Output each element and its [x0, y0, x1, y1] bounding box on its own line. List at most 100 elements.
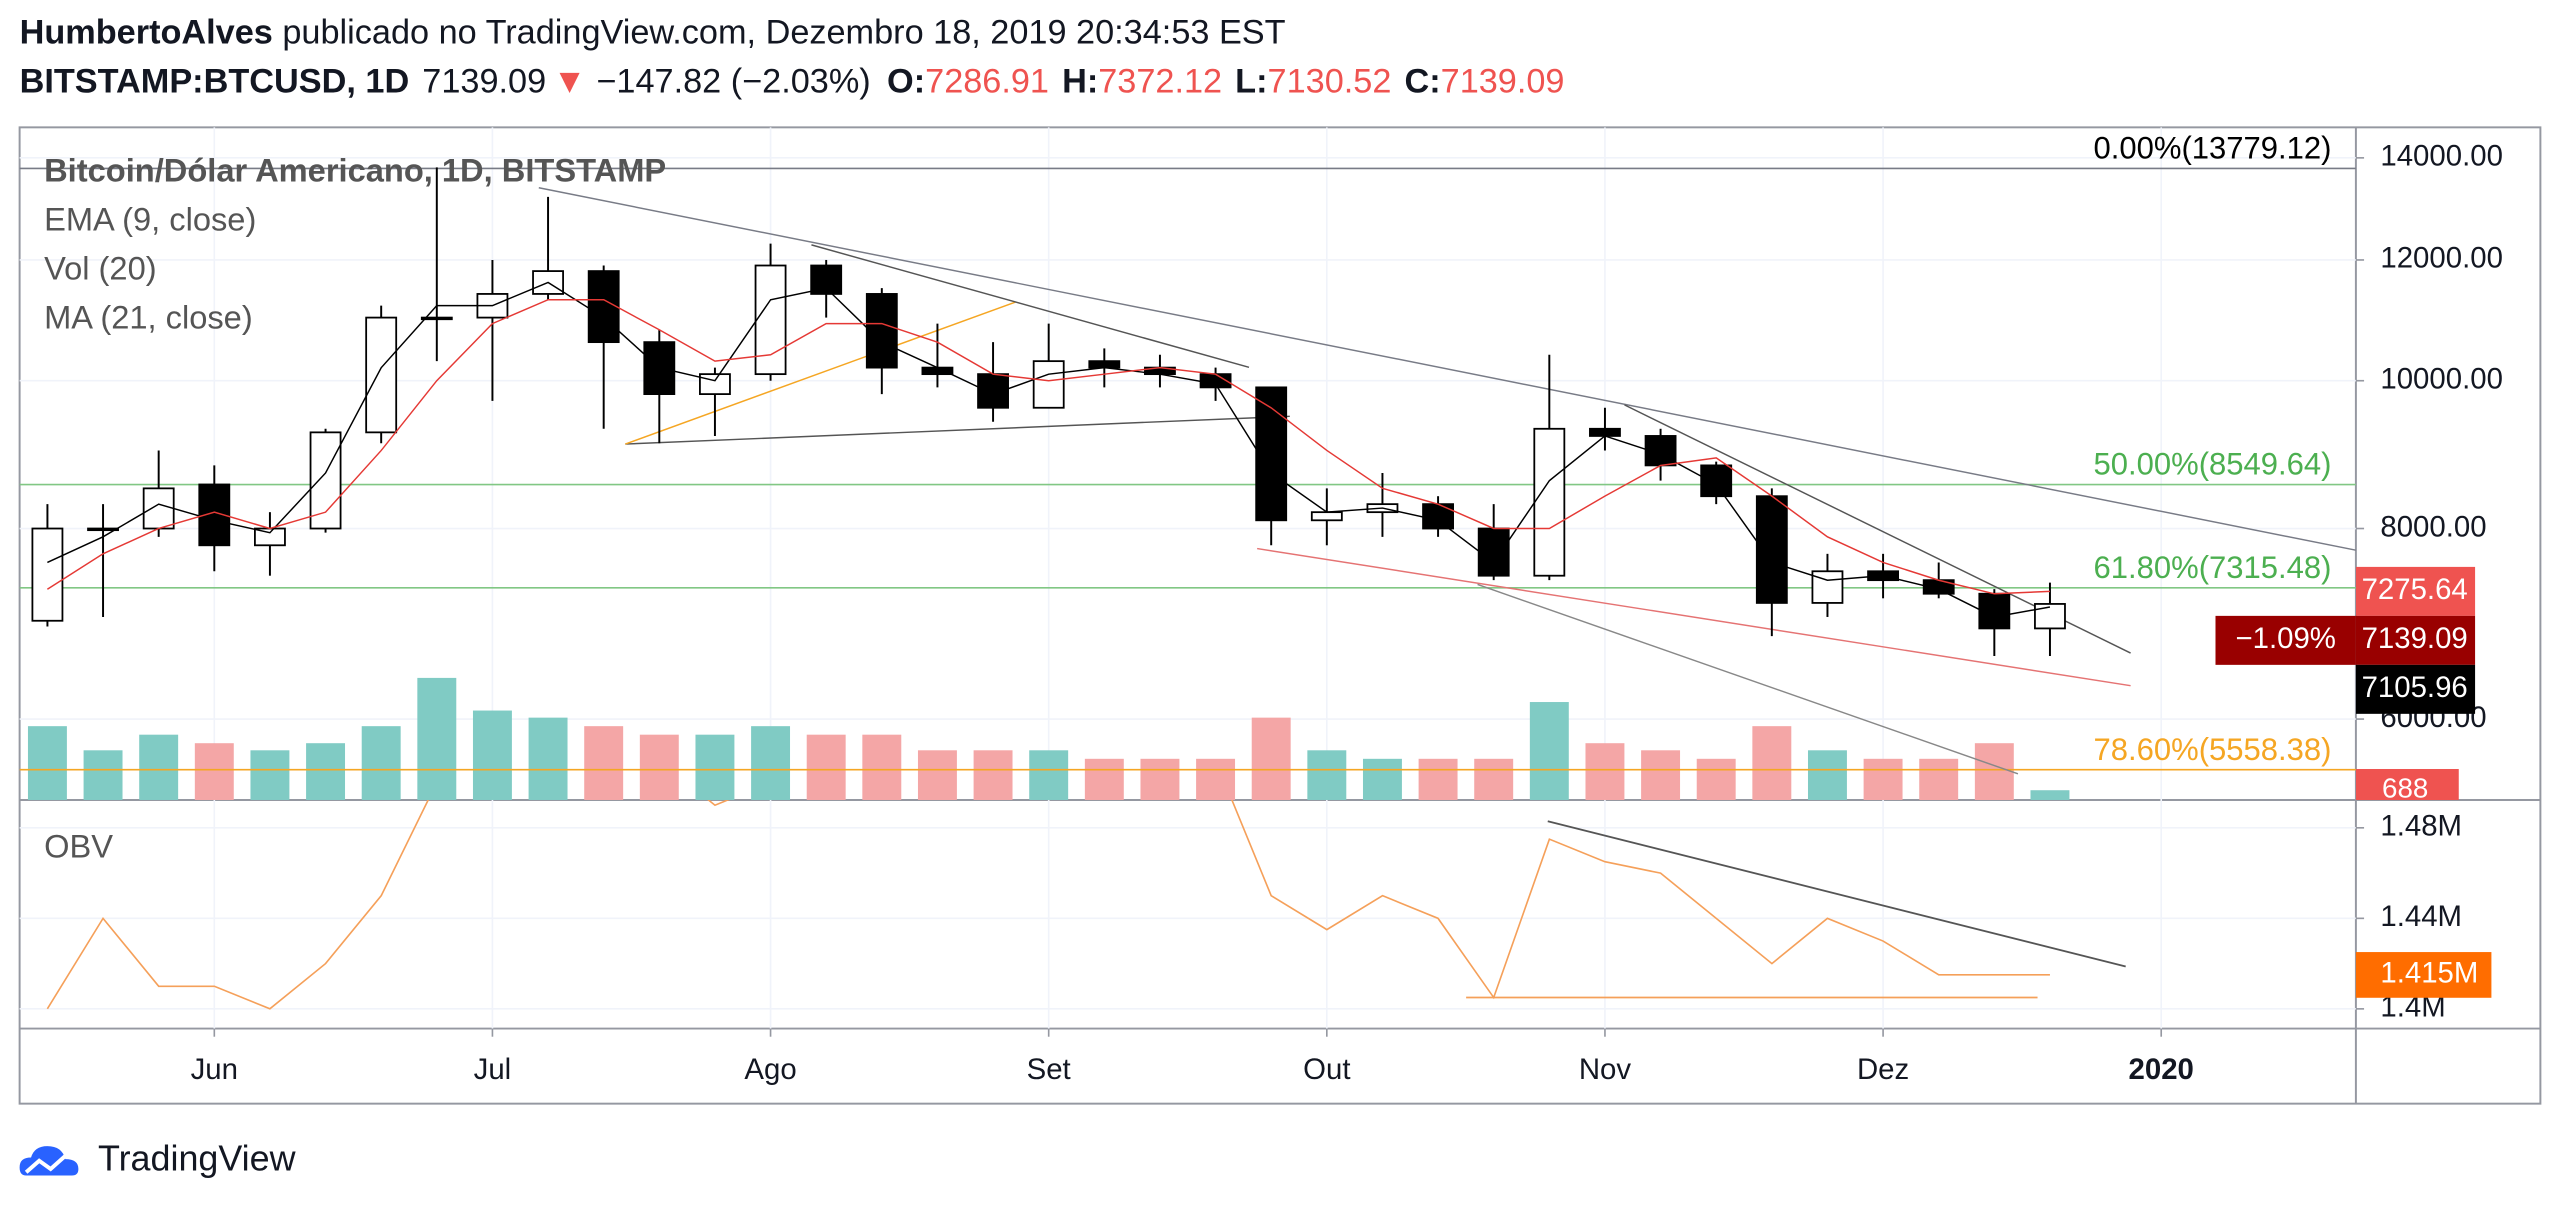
change-badge [2215, 615, 2356, 665]
candle-body [1255, 386, 1288, 522]
x-tick-label: Ago [744, 1053, 796, 1086]
trendline [1547, 820, 2126, 968]
volume-bar [639, 734, 679, 800]
obv-tick-label: 1.44M [2380, 900, 2462, 933]
footer-brand: TradingView [98, 1137, 297, 1178]
volume-bar [83, 750, 123, 800]
layers: 0.00%(13779.12) 50.00%(8549.64) 61.80%(731… [19, 127, 2503, 1086]
ohlc-key: H: [1062, 62, 1098, 100]
y-tick-label: 10000.00 [2380, 362, 2503, 395]
candle-body [587, 270, 620, 344]
x-tick-label: Jul [474, 1053, 512, 1086]
candle-body [1533, 427, 1566, 577]
x-tick-label: Nov [1579, 1053, 1632, 1086]
last-price: 7139.09 [422, 62, 546, 100]
volume-bar [695, 734, 735, 800]
logo-line [24, 1154, 67, 1174]
header-line-2: BITSTAMP:BTCUSD, 1D 7139.09 ▼ −147.82 (−2.0… [20, 62, 1565, 100]
ma-line [46, 299, 2050, 595]
volume-bar [2030, 790, 2070, 800]
ohlc-value: 7130.52 [1268, 62, 1392, 100]
ohlc-value: 7372.12 [1098, 62, 1222, 100]
logo [19, 1146, 79, 1176]
volume-badge [2355, 768, 2459, 800]
ohlc-value: 7286.91 [925, 62, 1049, 100]
candle-body [31, 527, 64, 622]
fib-levels: 0.00%(13779.12) 50.00%(8549.64) 61.80%(731… [19, 131, 2356, 771]
badges: 7275.64 7139.09 7105.96 688 [2355, 566, 2476, 800]
fib-label: 0.00%(13779.12) [2094, 131, 2332, 166]
candle-body [1700, 464, 1733, 498]
obv-badge [2355, 952, 2492, 998]
volume-bar [1140, 758, 1180, 800]
volume-bar [917, 750, 957, 800]
frame [18, 126, 2542, 1105]
volume-bar [361, 726, 401, 800]
legend-entry: EMA (9, close) [44, 201, 256, 238]
y-tick-label: 8000.00 [2380, 510, 2486, 543]
price-badge-label: 7105.96 [2362, 671, 2468, 704]
x-tick-label: 2020 [2129, 1053, 2194, 1086]
down-arrow: ▼ [553, 62, 587, 100]
volume-bar [1084, 758, 1124, 800]
author: HumbertoAlves [20, 13, 273, 51]
x-tick-label: Dez [1857, 1053, 1909, 1086]
volume-bar [1251, 717, 1291, 800]
legend-entry: Vol (20) [44, 250, 157, 287]
obv-legend: OBV [44, 828, 113, 865]
price-badge [2355, 615, 2476, 665]
trendline [625, 415, 1290, 445]
legend-entry: MA (21, close) [44, 299, 253, 336]
change: −147.82 (−2.03%) [596, 62, 870, 100]
volume-bar [1529, 702, 1569, 800]
ema-line [47, 281, 2051, 618]
volume-bar [27, 726, 67, 800]
fib-label: 78.60%(5558.38) [2094, 732, 2332, 767]
volume-bar [472, 710, 512, 800]
trendline [538, 187, 2356, 551]
volume-bar [417, 677, 457, 800]
candle-body [365, 316, 398, 434]
volume-bar [528, 717, 568, 800]
candle-body [1589, 427, 1621, 437]
trendline [1257, 547, 2131, 687]
candle-body [1310, 511, 1343, 522]
candle-body [309, 431, 342, 530]
volume-bar [751, 726, 791, 800]
obv-badge-label: 1.415M [2380, 957, 2478, 990]
symbol: BITSTAMP:BTCUSD, 1D [20, 62, 410, 100]
volume-bar [1029, 750, 1069, 800]
trendline [811, 244, 1250, 369]
published: publicado no TradingView.com, Dezembro 1… [273, 13, 1286, 51]
volume-bar [1196, 758, 1236, 800]
ohlc-key: C: [1404, 62, 1440, 100]
volume-bar [1863, 758, 1903, 800]
price-badge-label: 7275.64 [2362, 573, 2468, 606]
candle-body [1032, 360, 1065, 409]
trendline [625, 301, 1016, 445]
candle-body [2034, 603, 2066, 630]
candle-body [865, 293, 898, 369]
price-badge-label: 7139.09 [2362, 622, 2468, 655]
price-badge [2355, 664, 2476, 714]
volume-bar [1696, 758, 1736, 800]
volume-bar [1418, 758, 1458, 800]
candle-body [1755, 495, 1788, 604]
legend-entry: Bitcoin/Dólar Americano, 1D, BITSTAMP [44, 152, 666, 189]
trendlines [538, 187, 2356, 775]
fib-label: 50.00%(8549.64) [2094, 447, 2332, 482]
y-tick-label: 14000.00 [2380, 140, 2503, 173]
header-line-1: HumbertoAlves publicado no TradingView.c… [20, 13, 1286, 51]
volume-bar [1307, 750, 1347, 800]
ohlc-key: O: [887, 62, 925, 100]
y-tick-label: 12000.00 [2380, 242, 2503, 275]
volume-bar [973, 750, 1013, 800]
candle-body [1088, 360, 1121, 369]
trendline [1477, 583, 2019, 775]
volume-bar [139, 734, 179, 800]
candle-body [1422, 503, 1454, 530]
x-tick-label: Set [1027, 1053, 1071, 1086]
volume-bar [1752, 726, 1792, 800]
